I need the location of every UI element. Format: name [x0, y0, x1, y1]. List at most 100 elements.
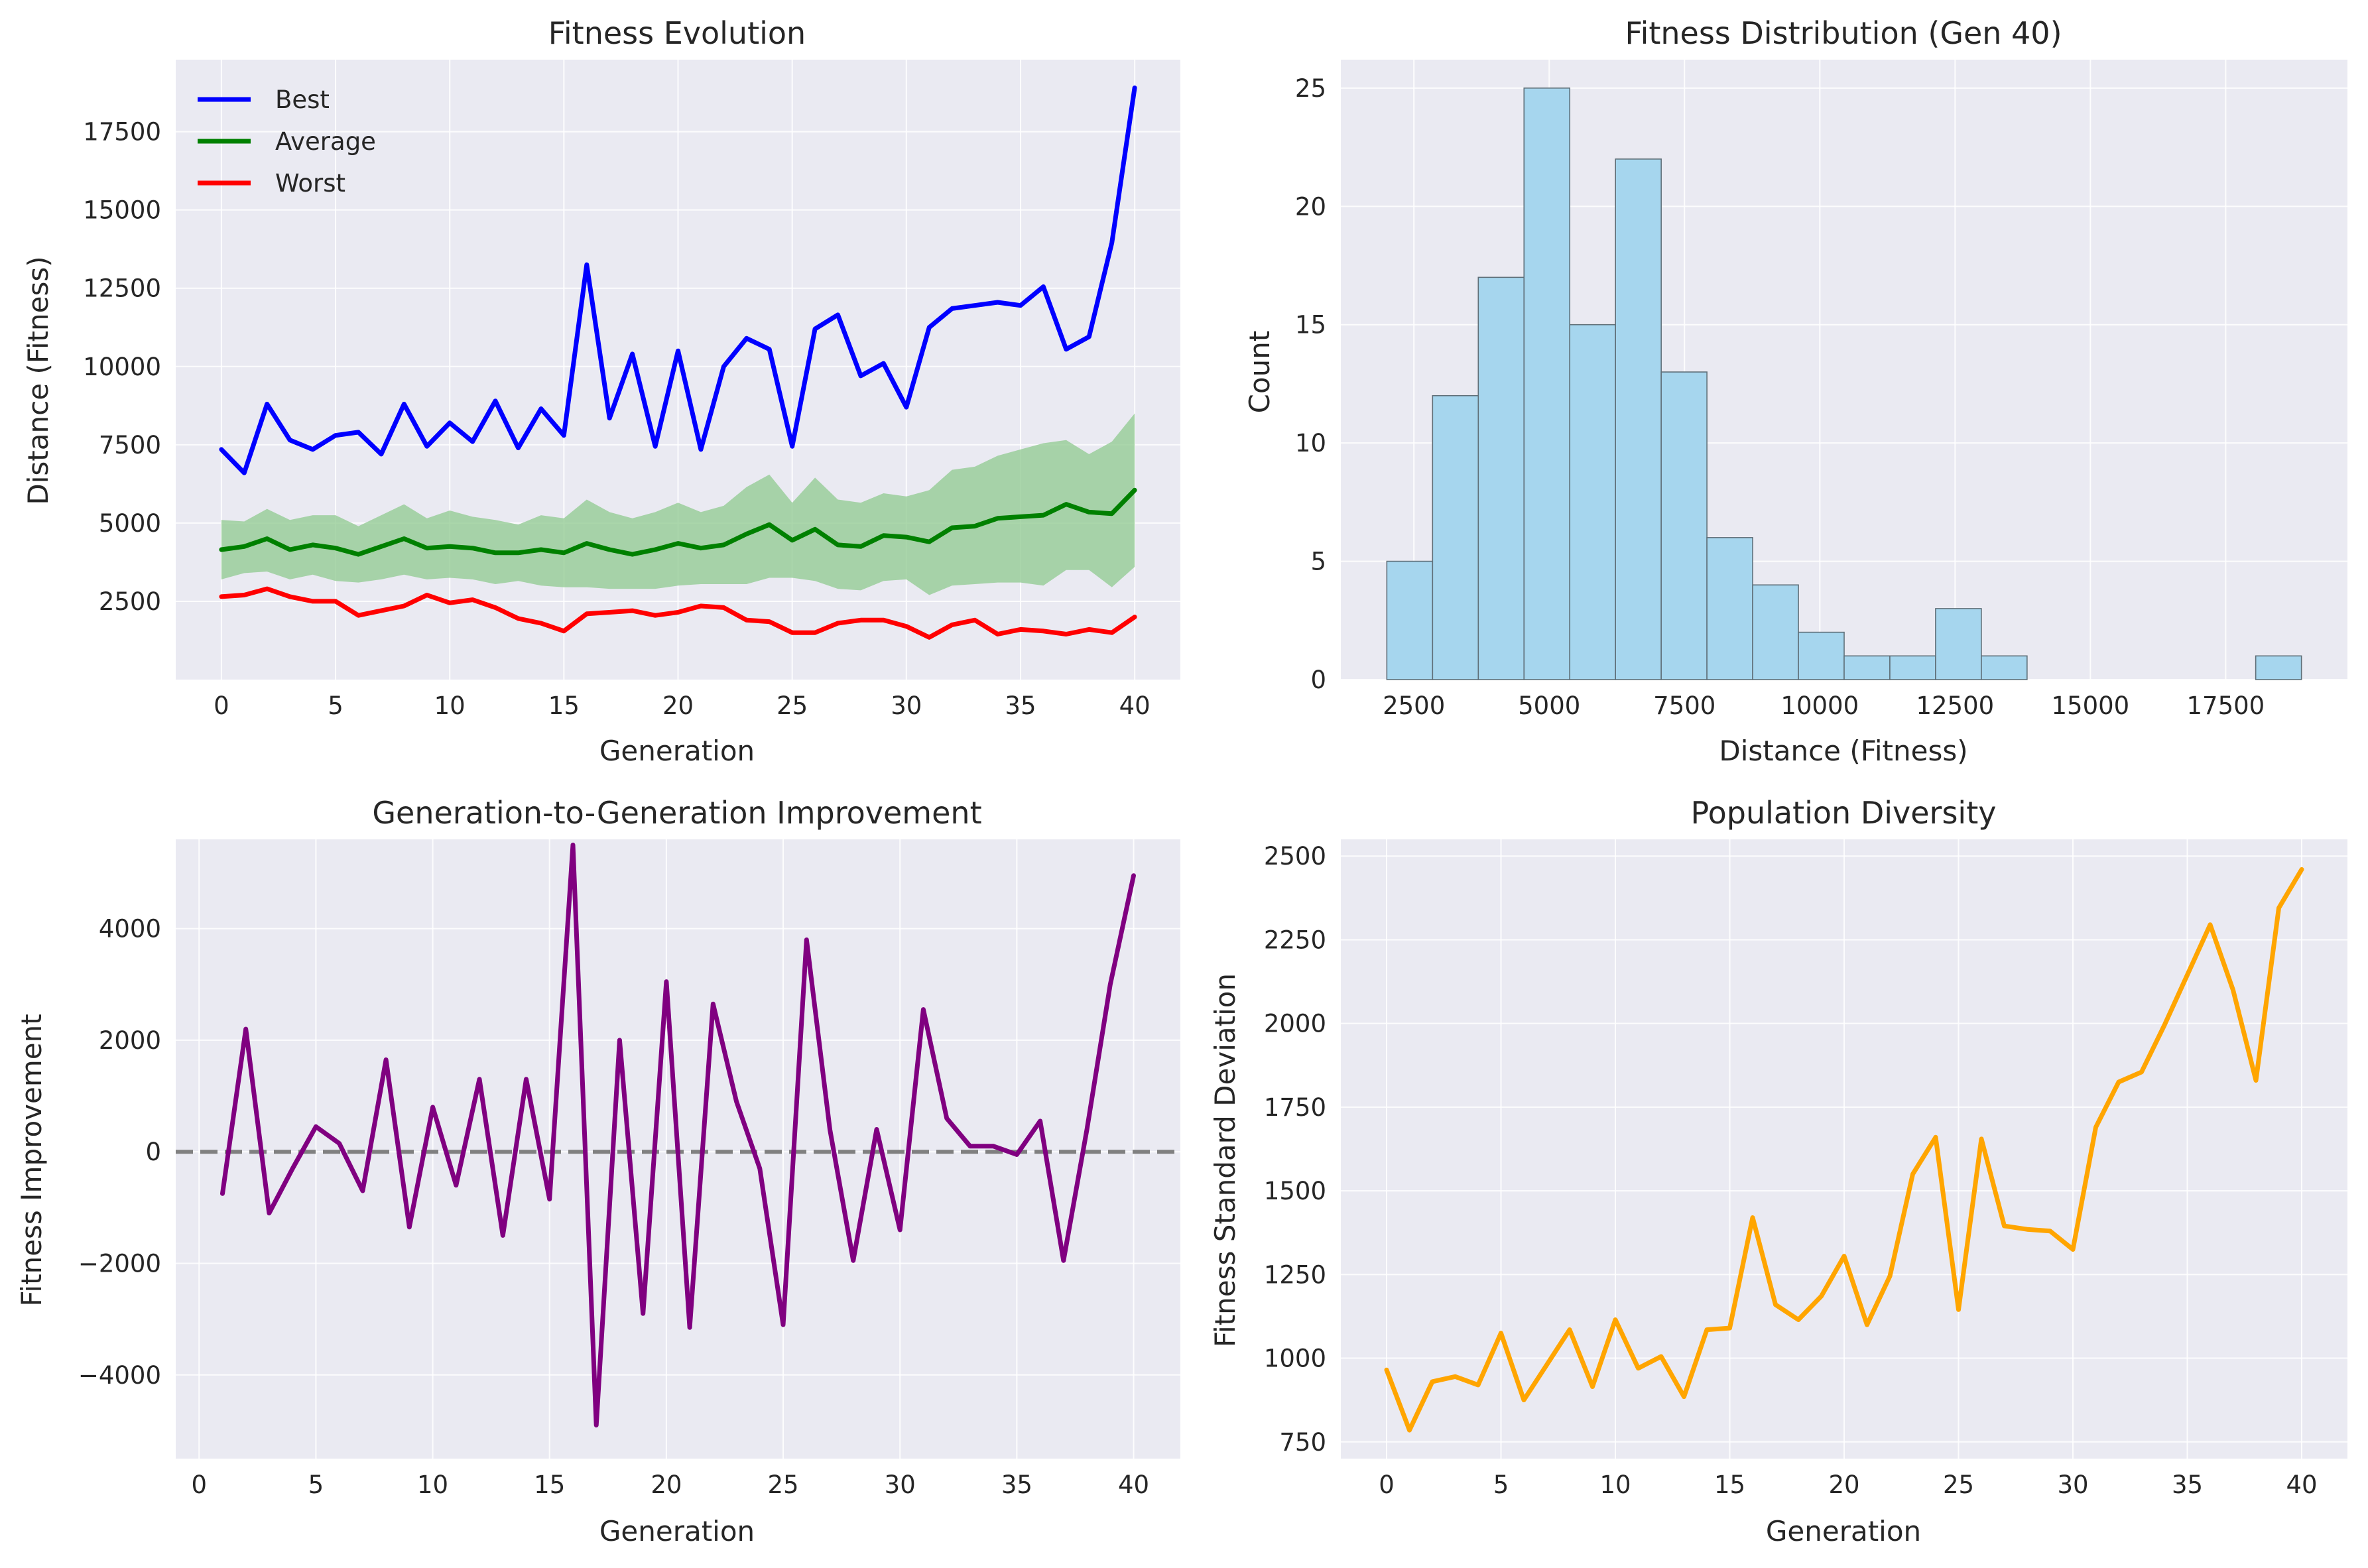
x-tick-label: 0: [1379, 1471, 1395, 1499]
y-tick-label: 17500: [83, 118, 161, 147]
y-tick-label: 20: [1295, 192, 1326, 221]
histogram-bar: [1660, 371, 1708, 680]
y-tick-label: 5000: [99, 509, 161, 538]
x-tick-label: 15: [1714, 1471, 1745, 1499]
x-tick-label: 0: [191, 1471, 207, 1499]
histogram-bar: [1569, 324, 1616, 680]
x-tick-label: 20: [1828, 1471, 1859, 1499]
histogram-bar: [1432, 394, 1479, 680]
histogram-bar: [1752, 584, 1799, 680]
x-tick-label: 2500: [1383, 692, 1445, 720]
x-axis-label: Generation: [1766, 1515, 1921, 1547]
x-axis-label: Distance (Fitness): [1719, 735, 1967, 767]
x-tick-label: 25: [767, 1471, 798, 1499]
legend-label-best: Best: [275, 86, 330, 114]
x-tick-label: 5: [308, 1471, 324, 1499]
y-tick-label: −2000: [78, 1249, 161, 1278]
fitness-evolution-chart: Fitness Evolution Generation Distance (F…: [22, 15, 1180, 767]
x-tick-label: 40: [1118, 1471, 1149, 1499]
histogram-bar: [2255, 655, 2302, 680]
histogram-bar: [1889, 655, 1936, 680]
y-tick-label: 2500: [1264, 842, 1326, 871]
x-tick-label: 20: [662, 692, 694, 720]
x-tick-label: 17500: [2187, 692, 2265, 720]
y-tick-label: 4000: [99, 915, 161, 943]
y-tick-label: 1750: [1264, 1093, 1326, 1122]
y-tick-label: 5: [1310, 548, 1326, 576]
diversity-line: [1384, 867, 2304, 1433]
average-range-band: [221, 413, 1135, 595]
y-tick-label: 10000: [83, 353, 161, 381]
histogram-bar: [1798, 631, 1845, 680]
x-tick-label: 30: [891, 692, 922, 720]
legend: Best Average Worst: [198, 86, 376, 198]
chart-title: Fitness Distribution (Gen 40): [1625, 15, 2062, 51]
x-tick-label: 35: [2172, 1471, 2203, 1499]
population-diversity-chart: Population Diversity Generation Fitness …: [1209, 795, 2347, 1547]
x-tick-label: 20: [651, 1471, 682, 1499]
x-tick-label: 5: [328, 692, 343, 720]
x-tick-label: 40: [2286, 1471, 2317, 1499]
chart-title: Generation-to-Generation Improvement: [372, 795, 981, 831]
y-tick-label: 750: [1279, 1428, 1326, 1457]
histogram-bar: [1981, 655, 2028, 680]
histogram-bar: [1615, 158, 1662, 680]
histogram-bar: [1935, 608, 1982, 680]
x-tick-label: 5000: [1518, 692, 1580, 720]
legend-label-average: Average: [275, 127, 376, 156]
y-tick-label: 12500: [83, 274, 161, 303]
x-tick-label: 30: [885, 1471, 916, 1499]
x-tick-label: 15: [534, 1471, 565, 1499]
histogram-bar: [1523, 88, 1571, 680]
histogram-bar: [1386, 560, 1434, 680]
legend-label-worst: Worst: [275, 169, 345, 198]
y-tick-label: 1500: [1264, 1177, 1326, 1205]
x-tick-label: 30: [2057, 1471, 2088, 1499]
x-tick-label: 35: [1005, 692, 1036, 720]
chart-title: Fitness Evolution: [548, 15, 806, 51]
y-tick-label: 2500: [99, 587, 161, 616]
y-axis-label: Distance (Fitness): [22, 256, 54, 505]
y-axis-label: Count: [1243, 331, 1276, 414]
improvement-line: [220, 842, 1136, 1427]
x-tick-label: 5: [1493, 1471, 1509, 1499]
improvement-chart: Generation-to-Generation Improvement Gen…: [15, 795, 1180, 1547]
x-axis-label: Generation: [599, 1515, 755, 1547]
x-tick-label: 40: [1119, 692, 1151, 720]
y-tick-label: 15: [1295, 311, 1326, 339]
series-line-best: [219, 86, 1137, 475]
y-tick-label: 25: [1295, 74, 1326, 103]
x-tick-label: 35: [1001, 1471, 1032, 1499]
y-tick-label: 1250: [1264, 1260, 1326, 1289]
y-tick-label: 2250: [1264, 926, 1326, 954]
x-tick-label: 25: [1943, 1471, 1974, 1499]
x-tick-label: 7500: [1653, 692, 1715, 720]
fitness-distribution-chart: Fitness Distribution (Gen 40) Distance (…: [1243, 15, 2347, 767]
x-tick-label: 0: [214, 692, 229, 720]
x-tick-label: 10: [1599, 1471, 1631, 1499]
y-tick-label: 2000: [99, 1026, 161, 1055]
x-tick-label: 10000: [1780, 692, 1859, 720]
series-line-worst: [219, 586, 1137, 640]
y-tick-label: −4000: [78, 1361, 161, 1390]
histogram-bar: [1477, 276, 1525, 680]
x-tick-label: 10: [434, 692, 466, 720]
histogram-bar: [1706, 537, 1753, 680]
y-tick-label: 10: [1295, 429, 1326, 457]
x-tick-label: 15000: [2051, 692, 2129, 720]
y-tick-label: 0: [1310, 666, 1326, 694]
x-tick-label: 10: [417, 1471, 448, 1499]
y-tick-label: 7500: [99, 431, 161, 459]
x-tick-label: 12500: [1916, 692, 1994, 720]
y-tick-label: 1000: [1264, 1345, 1326, 1373]
y-tick-label: 15000: [83, 196, 161, 225]
series-line-average: [219, 487, 1137, 557]
x-axis-label: Generation: [599, 735, 755, 767]
y-tick-label: 0: [145, 1138, 161, 1166]
y-tick-label: 2000: [1264, 1010, 1326, 1038]
y-axis-label: Fitness Improvement: [15, 1014, 48, 1306]
histogram-bar: [1843, 655, 1891, 680]
x-tick-label: 15: [548, 692, 580, 720]
chart-title: Population Diversity: [1691, 795, 1997, 831]
